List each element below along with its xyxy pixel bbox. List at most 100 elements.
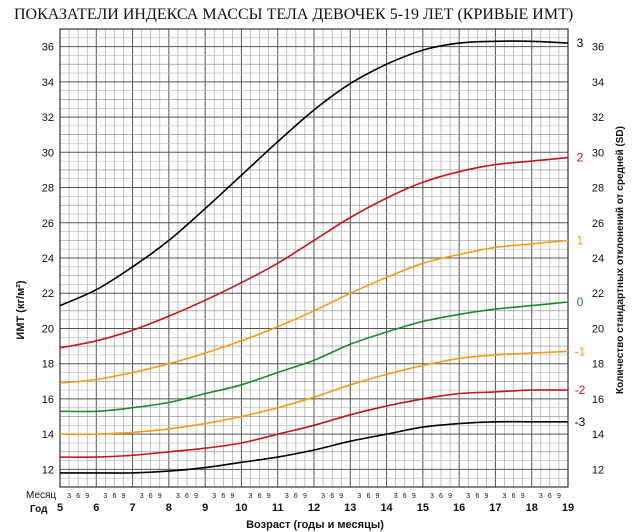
x-tick-label-month: 3: [176, 493, 180, 500]
chart-title: ПОКАЗАТЕЛИ ИНДЕКСА МАССЫ ТЕЛА ДЕВОЧЕК 5-…: [14, 6, 573, 23]
x-tick-label-month: 6: [512, 493, 516, 500]
y-tick-label: 30: [42, 147, 54, 159]
x-tick-label-month: 3: [212, 493, 216, 500]
x-tick-label-month: 9: [85, 493, 89, 500]
y-tick-label-right: 24: [592, 253, 604, 265]
x-tick-label-month: 6: [475, 493, 479, 500]
y-axis-label-right: Количество стандартных отклонений от сре…: [615, 126, 626, 394]
year-row-label: Год: [30, 504, 48, 515]
series-line-sd-0: [59, 301, 569, 413]
y-tick-label: 18: [42, 359, 54, 371]
x-axis-label: Возраст (годы и месяцы): [246, 519, 384, 531]
y-axis-label: ИМТ (кг/м²): [15, 280, 27, 339]
x-tick-label-year: 10: [235, 502, 247, 514]
series-label: 2: [577, 151, 584, 165]
series-label: -1: [575, 344, 586, 358]
x-tick-label-year: 6: [93, 502, 99, 514]
x-tick-label-month: 3: [394, 493, 398, 500]
x-tick-label-year: 8: [166, 502, 172, 514]
y-tick-label: 16: [42, 394, 54, 406]
series-line-sd-3: [59, 40, 569, 307]
x-tick-label-year: 19: [562, 502, 574, 514]
x-tick-label-month: 6: [76, 493, 80, 500]
month-row-label: Месяц: [26, 490, 56, 501]
y-tick-label: 14: [42, 429, 54, 441]
x-tick-label-month: 3: [67, 493, 71, 500]
x-tick-label-month: 3: [285, 493, 289, 500]
y-tick-label-right: 30: [592, 147, 604, 159]
series-line-sd-1: [59, 239, 569, 384]
series-label: -3: [575, 415, 586, 429]
x-tick-label-month: 9: [158, 493, 162, 500]
y-tick-label: 24: [42, 253, 54, 265]
y-tick-label: 12: [42, 464, 54, 476]
y-tick-label-right: 20: [592, 323, 604, 335]
x-tick-label-month: 6: [221, 493, 225, 500]
x-tick-label-month: 3: [466, 493, 470, 500]
x-tick-label-month: 9: [484, 493, 488, 500]
x-tick-label-month: 6: [366, 493, 370, 500]
x-tick-label-month: 9: [412, 493, 416, 500]
series-label: -2: [575, 383, 586, 397]
x-tick-label-month: 9: [122, 493, 126, 500]
x-tick-label-year: 16: [453, 502, 465, 514]
x-tick-label-year: 15: [417, 502, 429, 514]
y-tick-label: 26: [42, 218, 54, 230]
x-tick-label-year: 9: [202, 502, 208, 514]
x-tick-label-month: 9: [230, 493, 234, 500]
series-line-sd-minus-3: [60, 420, 569, 474]
x-tick-label-month: 9: [448, 493, 452, 500]
x-tick-label-year: 7: [130, 502, 136, 514]
chart-series: 3 2 1 0 -1 -2 -3: [59, 36, 586, 474]
y-tick-label-right: 16: [592, 394, 604, 406]
x-tick-label-month: 3: [140, 493, 144, 500]
y-tick-label-right: 18: [592, 359, 604, 371]
series-label: 0: [577, 295, 584, 309]
x-tick-label-year: 18: [526, 502, 538, 514]
y-tick-label: 36: [42, 42, 54, 54]
x-tick-label-year: 5: [57, 502, 63, 514]
y-tick-label-right: 32: [592, 112, 604, 124]
x-tick-label-month: 3: [103, 493, 107, 500]
x-tick-label-month: 9: [194, 493, 198, 500]
x-tick-label-month: 9: [521, 493, 525, 500]
y-tick-label-right: 12: [592, 464, 604, 476]
x-tick-label-month: 3: [321, 493, 325, 500]
y-tick-label: 20: [42, 323, 54, 335]
series-label: 1: [577, 233, 584, 247]
x-tick-label-month: 9: [267, 493, 271, 500]
x-tick-label-year: 13: [344, 502, 356, 514]
x-tick-label-month: 6: [294, 493, 298, 500]
x-tick-label-month: 9: [303, 493, 307, 500]
y-tick-label-right: 22: [592, 288, 604, 300]
x-tick-label-month: 6: [330, 493, 334, 500]
x-tick-label-year: 12: [308, 502, 320, 514]
y-tick-label-right: 34: [592, 77, 604, 89]
series-line-sd-2: [59, 156, 569, 349]
x-tick-label-month: 3: [357, 493, 361, 500]
series-line-sd-minus-2: [59, 389, 569, 458]
x-tick-label-month: 9: [339, 493, 343, 500]
x-tick-label-month: 3: [430, 493, 434, 500]
y-tick-label-right: 26: [592, 218, 604, 230]
x-tick-label-month: 6: [112, 493, 116, 500]
y-tick-label-right: 14: [592, 429, 604, 441]
x-tick-label-month: 3: [249, 493, 253, 500]
y-tick-label-right: 36: [592, 42, 604, 54]
x-tick-label-year: 14: [380, 502, 393, 514]
x-tick-label-month: 6: [548, 493, 552, 500]
chart-grid: [59, 28, 569, 488]
x-tick-label-month: 6: [439, 493, 443, 500]
series-label: 3: [577, 36, 584, 50]
y-tick-label: 34: [42, 77, 54, 89]
x-tick-label-month: 3: [539, 493, 543, 500]
y-tick-label: 22: [42, 288, 54, 300]
y-tick-label: 32: [42, 112, 54, 124]
plot-frame: [59, 28, 569, 488]
x-tick-label-year: 17: [489, 502, 501, 514]
x-tick-label-month: 9: [376, 493, 380, 500]
x-tick-label-month: 6: [258, 493, 262, 500]
series-line-sd-minus-1: [59, 350, 569, 436]
